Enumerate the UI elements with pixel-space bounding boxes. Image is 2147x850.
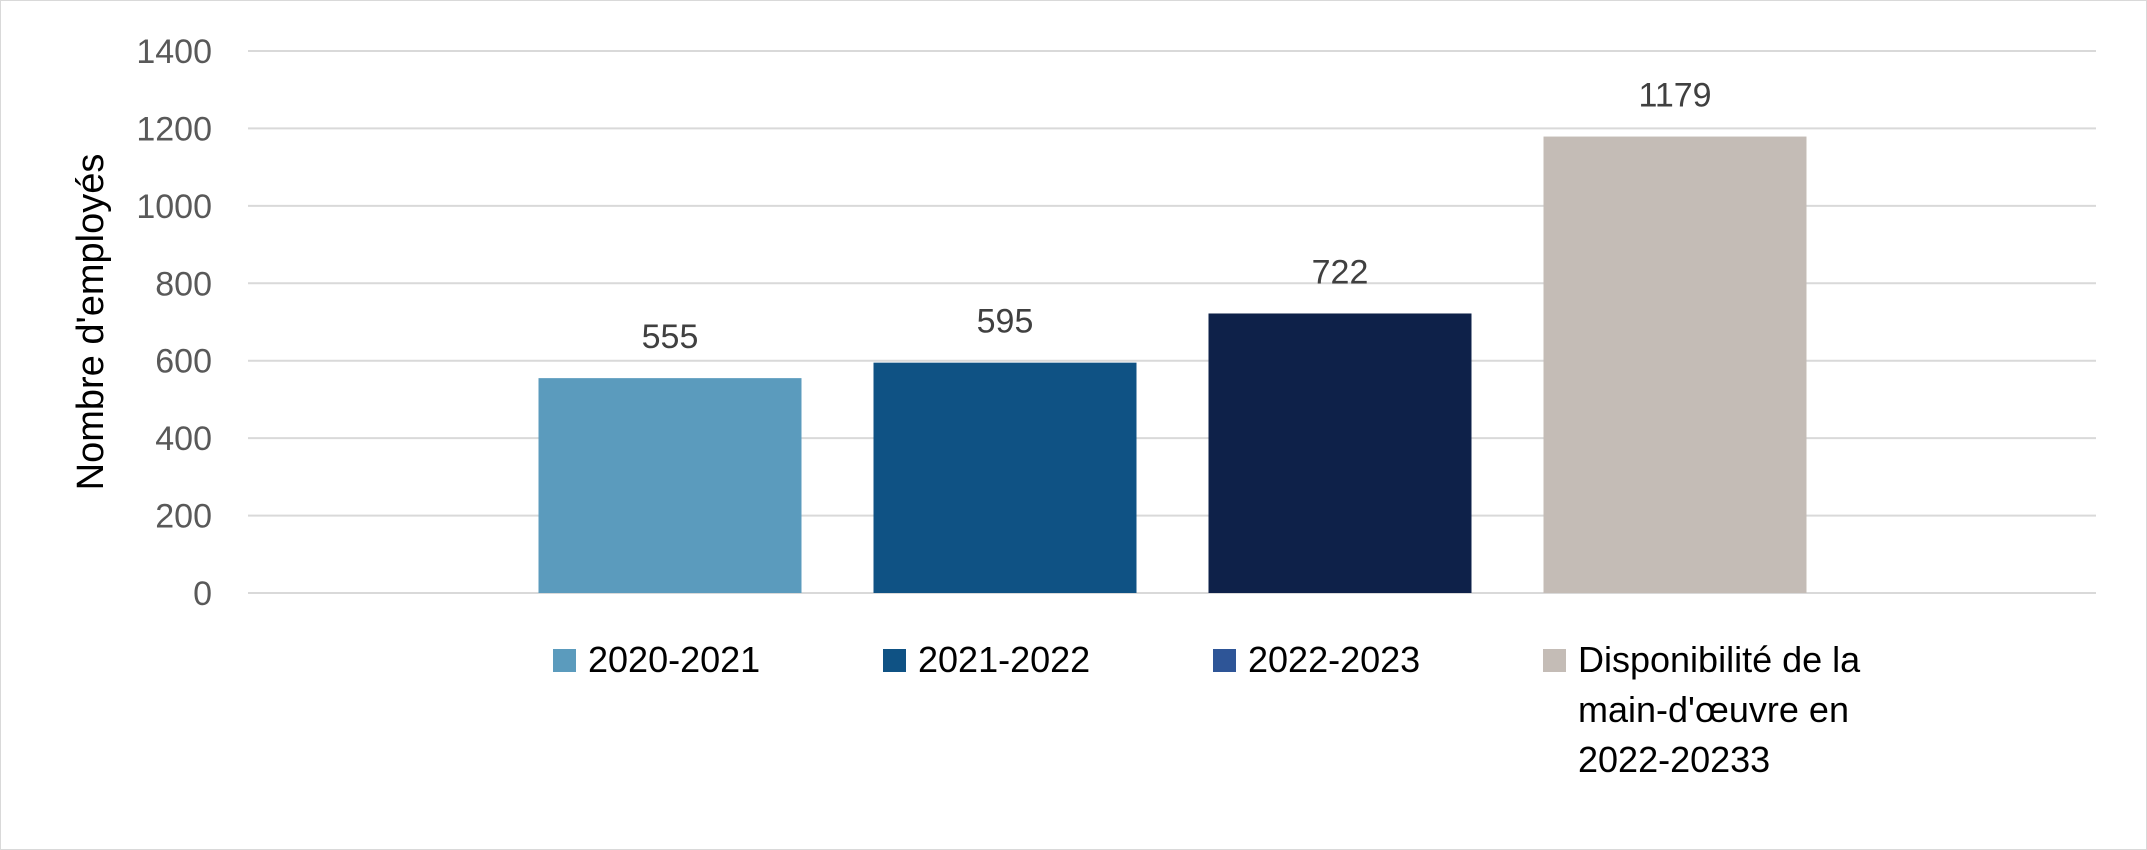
data-label-1: 555 <box>642 318 699 356</box>
gridlines <box>248 50 2096 594</box>
y-tick-label: 600 <box>155 343 212 381</box>
y-tick-label: 1000 <box>136 188 212 226</box>
bar-4 <box>1543 136 1807 593</box>
y-tick-label: 200 <box>155 498 212 536</box>
bar-3 <box>1208 313 1472 593</box>
y-tick-label: 0 <box>193 575 212 613</box>
data-label-4: 1179 <box>1638 77 1711 115</box>
y-tick-label: 400 <box>155 420 212 458</box>
y-tick-label: 800 <box>155 265 212 303</box>
bars <box>538 136 1807 593</box>
y-axis-title: Nombre d'employés <box>70 154 112 491</box>
y-tick-label: 1200 <box>136 110 212 148</box>
bar-2 <box>873 362 1137 593</box>
y-tick-label: 1400 <box>136 33 212 71</box>
data-labels: 555 595 722 1179 <box>642 77 1712 357</box>
data-label-2: 595 <box>977 303 1034 341</box>
bar-1 <box>538 378 802 593</box>
y-axis-ticks: 0 200 400 600 800 1000 1200 1400 <box>136 33 212 613</box>
data-label-3: 722 <box>1312 253 1369 291</box>
